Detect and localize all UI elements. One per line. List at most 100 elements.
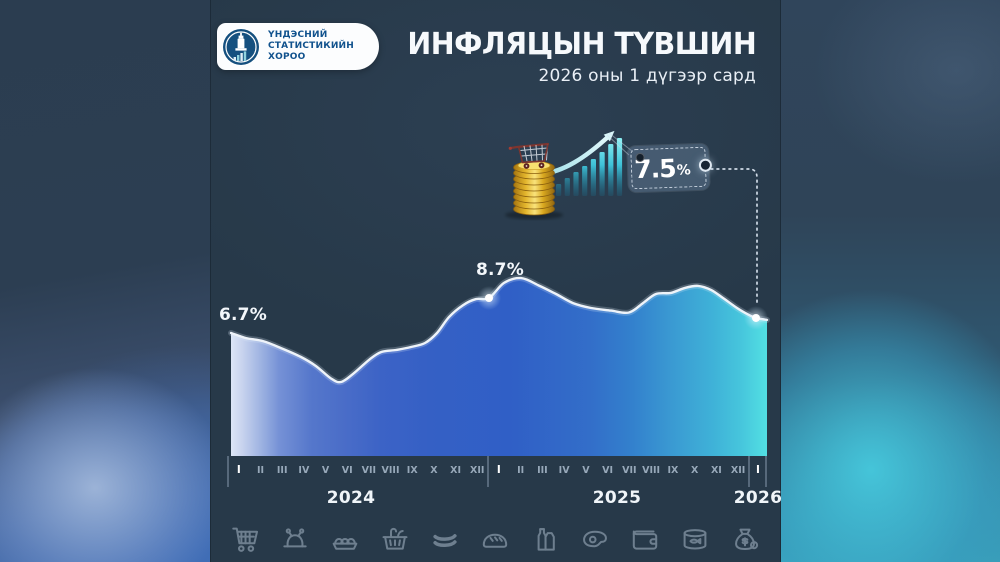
- page-title: ИНФЛЯЦЫН ТҮВШИН: [407, 27, 756, 62]
- gold-coin-icon: [513, 178, 555, 192]
- org-name-line: ХОРОО: [268, 52, 306, 62]
- egg-tray-icon: [332, 538, 358, 550]
- growth-bar: [582, 166, 588, 196]
- tag-pin-hole-icon: [635, 152, 645, 163]
- trend-line-glow: [228, 275, 770, 386]
- area-series-group: [228, 275, 770, 456]
- grocery-basket-icon: [382, 527, 408, 550]
- data-point-markers: [477, 286, 768, 330]
- data-point-dot: [485, 294, 493, 302]
- month-tick-X: X: [430, 464, 438, 476]
- month-tick-VIII: VIII: [642, 464, 661, 476]
- month-tick-II: II: [517, 464, 525, 476]
- month-tick-I: I: [756, 464, 760, 476]
- month-tick-I: I: [496, 464, 501, 476]
- headline-block: ИНФЛЯЦЫН ТҮВШИН 2026 оны 1 дүгээр сард: [389, 27, 756, 86]
- month-tick-I: I: [236, 464, 241, 476]
- dairy-products-icon: [537, 528, 555, 551]
- gold-coin-icon: [513, 190, 555, 204]
- month-tick-X: X: [690, 464, 699, 476]
- month-tick-IX: IX: [667, 464, 679, 476]
- tag-connector-node-icon: [698, 158, 713, 172]
- gold-coin-icon: [513, 161, 555, 174]
- sausages-icon: [433, 534, 457, 547]
- axis-year-separator: [765, 456, 767, 487]
- growth-arrow-icon: [538, 133, 612, 177]
- month-tick-XII: XII: [730, 464, 746, 476]
- month-tick-II: II: [256, 464, 265, 476]
- money-bag-icon: [735, 528, 759, 550]
- roast-chicken-icon: [283, 528, 307, 548]
- org-name-line: ҮНДЭСНИЙ: [268, 30, 328, 40]
- marker-glow: [744, 305, 768, 330]
- gold-coin-icon: [513, 196, 555, 210]
- month-tick-IV: IV: [298, 464, 310, 476]
- shopping-cart-icon: [232, 527, 258, 552]
- series-peak-label: 8.7%: [476, 260, 524, 280]
- month-tick-XII: XII: [470, 464, 485, 476]
- month-tick-VI: VI: [602, 464, 614, 476]
- month-tick-III: III: [537, 464, 548, 476]
- year-label-2025: 2025: [592, 488, 642, 508]
- gold-coin-icon: [513, 184, 555, 198]
- blurred-background-right: [781, 0, 1000, 562]
- month-axis-2026: I: [749, 461, 767, 479]
- month-axis-2025: I II III IV V VI VII VIII IX X XI XII: [488, 461, 749, 479]
- axis-year-separator: [748, 456, 750, 487]
- series-start-label: 6.7%: [219, 305, 267, 325]
- latest-value-tag: 7.5 %: [627, 143, 713, 193]
- growth-bar: [590, 159, 596, 196]
- bar-growth-icon: [556, 138, 623, 196]
- month-tick-VII: VII: [361, 464, 377, 476]
- axis-year-separator: [487, 456, 489, 487]
- coin-shadow: [505, 210, 563, 220]
- main-panel: ҮНДЭСНИЙ СТАТИСТИКИЙН ХОРОО ИНФЛЯЦЫН ТҮВ…: [210, 0, 783, 562]
- nso-logo-card: ҮНДЭСНИЙ СТАТИСТИКИЙН ХОРОО: [217, 23, 379, 70]
- gold-coin-icon: [513, 166, 555, 180]
- gold-coin-icon: [513, 172, 555, 186]
- month-axis-2024: I II III IV V VI VII VIII IX X XI XII: [228, 461, 488, 479]
- growth-bar: [599, 152, 605, 196]
- gold-coin-top-face: [517, 160, 551, 171]
- rising-inflation-illustration: [505, 130, 633, 220]
- page-subtitle: 2026 оны 1 дүгээр сард: [538, 66, 756, 86]
- wallet-icon: [632, 530, 658, 550]
- consumer-goods-icon-strip: [229, 521, 761, 557]
- nso-emblem-icon: [222, 27, 260, 66]
- data-point-dot: [752, 313, 760, 322]
- marker-glow: [477, 286, 501, 310]
- dashed-connector-line: [710, 168, 758, 305]
- year-label-2024: 2024: [326, 488, 376, 508]
- bread-icon: [482, 533, 508, 548]
- month-tick-VIII: VIII: [381, 464, 400, 476]
- month-tick-XI: XI: [450, 464, 461, 476]
- month-tick-III: III: [276, 464, 288, 476]
- month-tick-IV: IV: [558, 464, 570, 476]
- month-tick-V: V: [582, 464, 590, 476]
- month-tick-VI: VI: [341, 464, 353, 476]
- area-series: [231, 278, 767, 456]
- growth-bar: [556, 184, 562, 196]
- month-tick-V: V: [321, 464, 330, 476]
- growth-bar: [573, 172, 579, 196]
- blurred-background-left: [0, 0, 210, 562]
- trend-line: [229, 276, 769, 384]
- shopping-cart-illustration: [508, 142, 550, 169]
- growth-bar: [564, 178, 570, 196]
- org-name: ҮНДЭСНИЙ СТАТИСТИКИЙН ХОРОО: [268, 30, 354, 63]
- canned-fish-icon: [683, 529, 707, 550]
- axis-year-separator: [227, 456, 229, 487]
- month-tick-IX: IX: [406, 464, 418, 476]
- gold-coin-icon: [513, 202, 555, 216]
- growth-bar: [608, 144, 614, 196]
- latest-inflation-unit: %: [676, 162, 692, 179]
- growth-bar: [616, 138, 623, 196]
- coin-stack-icon: [513, 160, 555, 216]
- month-tick-XI: XI: [710, 464, 722, 476]
- org-name-line: СТАТИСТИКИЙН: [268, 41, 355, 51]
- year-label-2026: 2026: [733, 488, 783, 508]
- meat-steak-icon: [583, 530, 607, 548]
- month-tick-VII: VII: [622, 464, 637, 476]
- growth-arrow-head: [603, 130, 615, 142]
